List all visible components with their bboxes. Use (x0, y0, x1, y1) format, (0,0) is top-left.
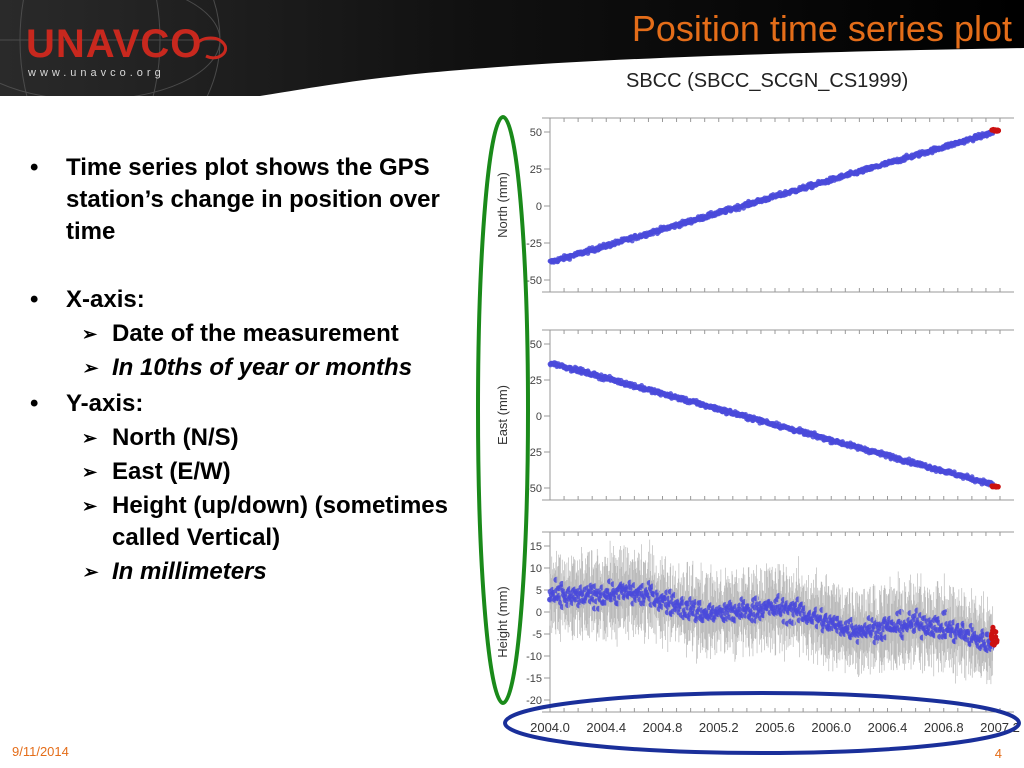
y-tick-label: 0 (536, 201, 542, 213)
bullet-item: • X-axis: (26, 284, 466, 316)
footer-page-number: 4 (994, 746, 1002, 761)
sub-bullet-item: ➢ Height (up/down) (sometimes called Ver… (26, 490, 466, 554)
arrow-bullet-icon: ➢ (82, 324, 98, 344)
recent-data-point (994, 637, 1000, 643)
logo-swoosh-icon (194, 36, 227, 60)
x-tick-label: 2005.2 (699, 720, 739, 735)
recent-data-point (989, 634, 995, 640)
y-tick-label: 50 (530, 339, 542, 351)
sub-bullet-text: In millimeters (112, 558, 267, 585)
y-tick-label: 25 (530, 164, 542, 176)
recent-data-point (992, 483, 998, 489)
x-tick-label: 2006.0 (811, 720, 851, 735)
bullet-item: • Y-axis: (26, 388, 466, 420)
header-background (0, 0, 1024, 96)
x-tick-label: 2004.0 (530, 720, 570, 735)
bullet-text: Time series plot shows the GPS station’s… (66, 154, 440, 245)
sub-bullet-text: East (E/W) (112, 458, 231, 485)
series-points (547, 126, 1002, 265)
sub-bullet-item: ➢ In millimeters (26, 556, 466, 588)
y-tick-label: -20 (526, 695, 542, 707)
sub-bullet-text: North (N/S) (112, 424, 239, 451)
recent-data-point (990, 127, 996, 133)
y-tick-label: -5 (532, 629, 542, 641)
bullet-list: • Time series plot shows the GPS station… (26, 152, 466, 588)
recent-data-point (991, 627, 997, 634)
y-tick-label: -10 (526, 651, 542, 663)
x-axis-highlight-ellipse (503, 691, 1021, 755)
bullet-text: X-axis: (66, 286, 145, 313)
bullet-dot-icon: • (30, 390, 39, 417)
recent-data-point (991, 642, 997, 648)
y-tick-label: -50 (526, 483, 542, 495)
logo-url: www.unavco.org (28, 67, 165, 79)
arrow-bullet-icon: ➢ (82, 462, 98, 482)
logo: UNAVCO (26, 22, 203, 66)
slide-header: UNAVCO www.unavco.org Position time seri… (0, 0, 1024, 96)
bullet-item: • Time series plot shows the GPS station… (26, 152, 466, 248)
x-tick-label: 2005.6 (755, 720, 795, 735)
y-tick-label: -25 (526, 447, 542, 459)
x-tick-label: 2004.8 (643, 720, 683, 735)
y-tick-label: -15 (526, 673, 542, 685)
sub-bullet-text: In 10ths of year or months (112, 354, 413, 381)
sub-bullet-text: Height (up/down) (sometimes called Verti… (112, 492, 448, 551)
series-points (547, 360, 1001, 490)
plot-title: SBCC (SBCC_SCGN_CS1999) (626, 70, 909, 92)
y-tick-label: 50 (530, 127, 542, 139)
bullet-dot-icon: • (30, 154, 39, 181)
bullet-text: Y-axis: (66, 390, 144, 417)
slide-title: Position time series plot (631, 8, 1012, 49)
y-tick-label: 15 (530, 541, 542, 553)
arrow-bullet-icon: ➢ (82, 428, 98, 448)
sub-bullet-text: Date of the measurement (112, 320, 399, 347)
sub-bullet-item: ➢ North (N/S) (26, 422, 466, 454)
sub-bullet-item: ➢ In 10ths of year or months (26, 352, 466, 384)
y-tick-label: 25 (530, 375, 542, 387)
y-tick-label: 0 (536, 607, 542, 619)
y-tick-label: -25 (526, 238, 542, 250)
x-tick-label: 2006.8 (924, 720, 964, 735)
y-tick-label: 5 (536, 585, 542, 597)
footer-date: 9/11/2014 (12, 744, 69, 759)
y-axis-label: Height (mm) (495, 586, 510, 658)
y-tick-label: -50 (526, 275, 542, 287)
x-tick-label: 2004.4 (586, 720, 626, 735)
y-axis-highlight-ellipse (476, 115, 530, 705)
x-tick-label: 2006.4 (868, 720, 908, 735)
arrow-bullet-icon: ➢ (82, 562, 98, 582)
bullet-dot-icon: • (30, 286, 39, 313)
arrow-bullet-icon: ➢ (82, 496, 98, 516)
sub-bullet-item: ➢ Date of the measurement (26, 318, 466, 350)
series-points (547, 539, 1000, 685)
data-point (753, 595, 760, 602)
sub-bullet-item: ➢ East (E/W) (26, 456, 466, 488)
y-tick-label: 0 (536, 411, 542, 423)
y-axis-label: North (mm) (495, 172, 510, 238)
y-tick-label: 10 (530, 563, 542, 575)
y-axis-label: East (mm) (495, 385, 510, 445)
arrow-bullet-icon: ➢ (82, 358, 98, 378)
